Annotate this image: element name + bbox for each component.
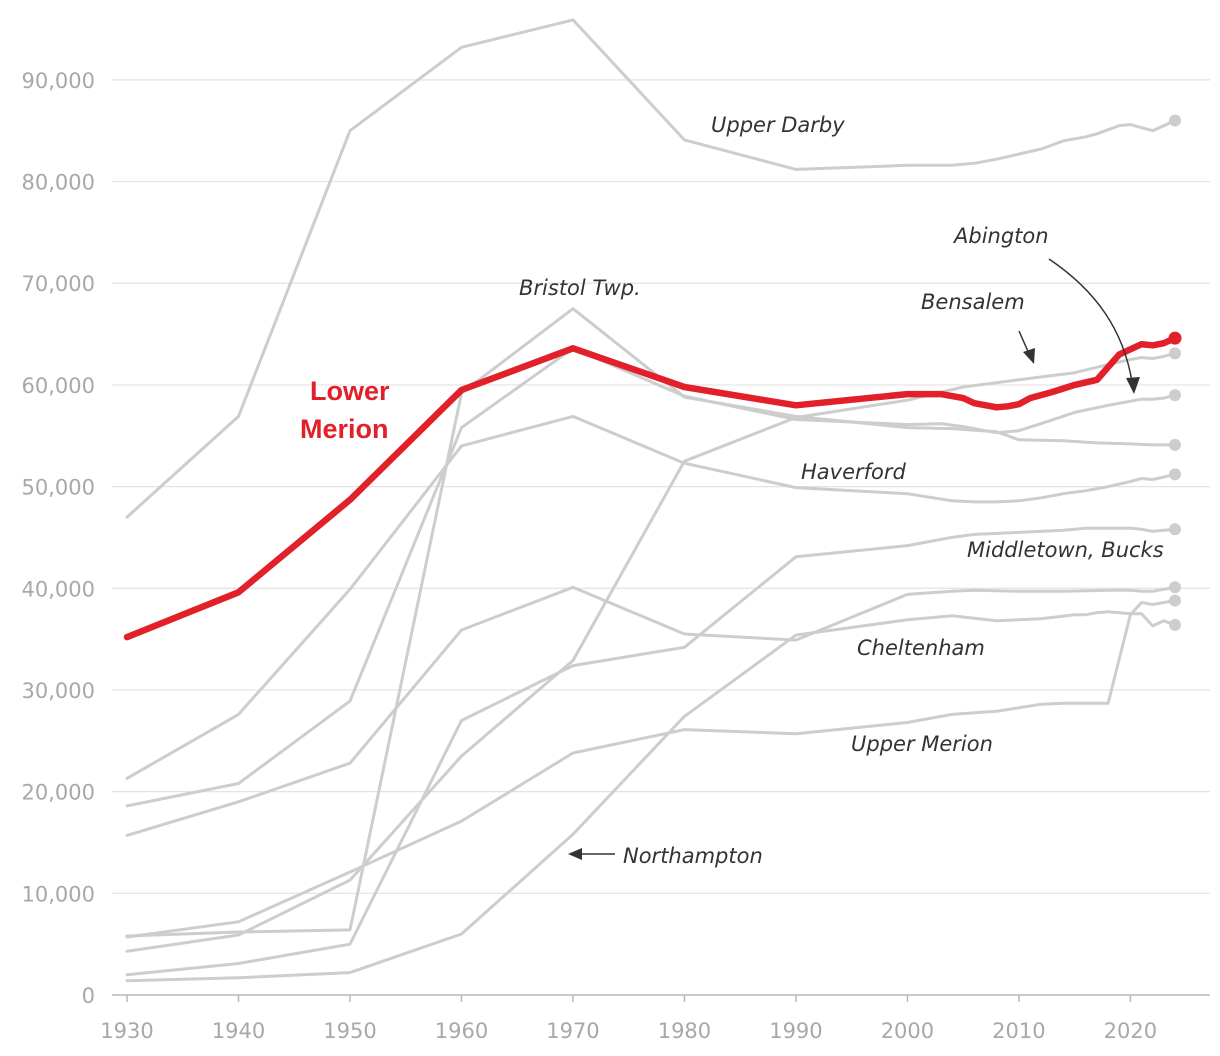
end-dot-lower-merion bbox=[1168, 331, 1182, 345]
annotations: Upper Darby Bristol Twp. Abington Bensal… bbox=[300, 113, 1164, 868]
series-line-upper-merion bbox=[125, 599, 1177, 939]
x-tick-label: 1980 bbox=[658, 1019, 711, 1043]
y-tick-label: 60,000 bbox=[22, 374, 95, 398]
x-tick-label: 1960 bbox=[435, 1019, 488, 1043]
label-bristol-twp: Bristol Twp. bbox=[519, 276, 641, 300]
end-dot-haverford bbox=[1168, 468, 1181, 481]
y-tick-label: 0 bbox=[82, 984, 95, 1008]
y-tick-label: 10,000 bbox=[22, 882, 95, 906]
series-line-haverford bbox=[125, 414, 1177, 780]
y-tick-label: 90,000 bbox=[22, 69, 95, 93]
series-line-northampton bbox=[125, 610, 1177, 983]
x-tick-label: 2020 bbox=[1104, 1019, 1157, 1043]
x-tick-label: 2010 bbox=[992, 1019, 1045, 1043]
end-dot-upper-darby bbox=[1168, 114, 1181, 127]
label-lower-merion-line2: Merion bbox=[300, 414, 389, 444]
y-tick-label: 50,000 bbox=[22, 476, 95, 500]
end-dot-abington bbox=[1168, 389, 1181, 402]
label-haverford: Haverford bbox=[801, 460, 907, 484]
y-tick-label: 80,000 bbox=[22, 171, 95, 195]
northampton-arrowhead-icon bbox=[568, 848, 582, 860]
series-line-cheltenham bbox=[125, 585, 1177, 837]
series-line-lower-merion bbox=[123, 334, 1179, 641]
x-tick-label: 1990 bbox=[769, 1019, 822, 1043]
end-dot-upper-merion bbox=[1168, 594, 1181, 607]
label-abington: Abington bbox=[952, 224, 1049, 248]
label-bensalem: Bensalem bbox=[921, 290, 1025, 314]
x-tick-label: 2000 bbox=[881, 1019, 934, 1043]
end-dot-northampton bbox=[1168, 618, 1181, 631]
y-tick-label: 40,000 bbox=[22, 577, 95, 601]
label-middletown-bucks: Middletown, Bucks bbox=[967, 538, 1164, 562]
y-tick-label: 70,000 bbox=[22, 272, 95, 296]
series-line-bristol-twp bbox=[125, 307, 1177, 938]
y-tick-label: 20,000 bbox=[22, 781, 95, 805]
label-lower-merion-line1: Lower bbox=[310, 376, 390, 406]
series-lines bbox=[123, 18, 1179, 983]
label-upper-darby: Upper Darby bbox=[711, 113, 845, 137]
gridlines bbox=[112, 79, 1210, 894]
axes: 0 10,000 20,000 30,000 40,000 50,000 60,000 70,… bbox=[22, 69, 1210, 1043]
end-dots bbox=[1168, 114, 1182, 631]
end-dot-bensalem bbox=[1168, 347, 1181, 360]
x-tick-label: 1930 bbox=[100, 1019, 153, 1043]
abington-arrowhead-icon bbox=[1126, 377, 1140, 394]
label-northampton: Northampton bbox=[623, 844, 763, 868]
end-dot-cheltenham bbox=[1168, 581, 1181, 594]
y-tick-label: 30,000 bbox=[22, 679, 95, 703]
label-upper-merion: Upper Merion bbox=[851, 732, 993, 756]
x-tick-label: 1940 bbox=[212, 1019, 265, 1043]
end-dot-bristol-twp bbox=[1168, 438, 1181, 451]
end-dot-middletown-bucks bbox=[1168, 523, 1181, 536]
series-line-upper-darby bbox=[125, 18, 1177, 519]
label-cheltenham: Cheltenham bbox=[857, 636, 985, 660]
series-line-middletown-bucks bbox=[125, 526, 1177, 977]
x-tick-label: 1970 bbox=[546, 1019, 599, 1043]
series-line-abington bbox=[125, 346, 1177, 808]
abington-arrow bbox=[1048, 258, 1134, 389]
x-tick-label: 1950 bbox=[323, 1019, 376, 1043]
bensalem-arrowhead-icon bbox=[1023, 348, 1035, 364]
